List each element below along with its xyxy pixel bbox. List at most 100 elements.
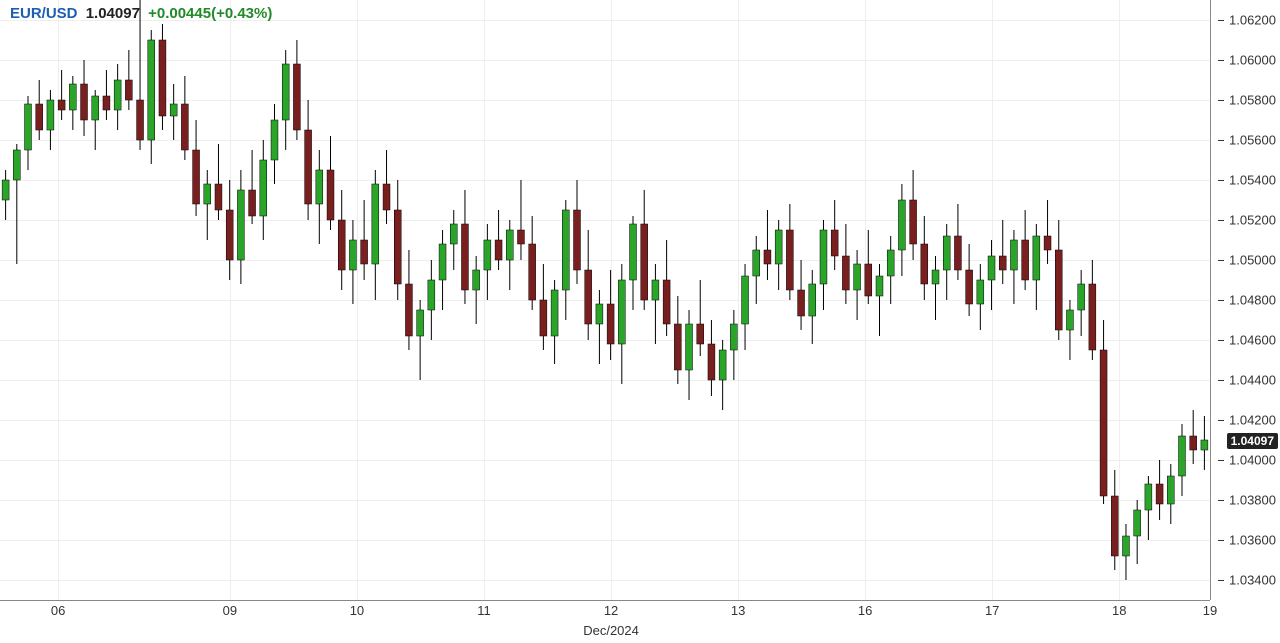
- candle-body[interactable]: [405, 284, 412, 336]
- candle-body[interactable]: [13, 150, 20, 180]
- candle-body[interactable]: [977, 280, 984, 304]
- candle-body[interactable]: [708, 344, 715, 380]
- candle-body[interactable]: [618, 280, 625, 344]
- candle-body[interactable]: [103, 96, 110, 110]
- candle-body[interactable]: [988, 256, 995, 280]
- candle-body[interactable]: [585, 270, 592, 324]
- candle-body[interactable]: [47, 100, 54, 130]
- candle-body[interactable]: [932, 270, 939, 284]
- candle-body[interactable]: [540, 300, 547, 336]
- candle-body[interactable]: [484, 240, 491, 270]
- candle-body[interactable]: [25, 104, 32, 150]
- candle-body[interactable]: [170, 104, 177, 116]
- candle-body[interactable]: [1066, 310, 1073, 330]
- candle-body[interactable]: [921, 244, 928, 284]
- candle-body[interactable]: [630, 224, 637, 280]
- candle-body[interactable]: [910, 200, 917, 244]
- candle-body[interactable]: [461, 224, 468, 290]
- candle-body[interactable]: [831, 230, 838, 256]
- candle-body[interactable]: [898, 200, 905, 250]
- candle-body[interactable]: [551, 290, 558, 336]
- candle-body[interactable]: [181, 104, 188, 150]
- candle-body[interactable]: [137, 100, 144, 140]
- candle-body[interactable]: [81, 84, 88, 120]
- candle-body[interactable]: [204, 184, 211, 204]
- candle-body[interactable]: [697, 324, 704, 344]
- candle-body[interactable]: [517, 230, 524, 244]
- candle-body[interactable]: [361, 240, 368, 264]
- candle-body[interactable]: [58, 100, 65, 110]
- candle-body[interactable]: [394, 210, 401, 284]
- candle-body[interactable]: [417, 310, 424, 336]
- candle-body[interactable]: [159, 40, 166, 116]
- candle-body[interactable]: [282, 64, 289, 120]
- candle-body[interactable]: [999, 256, 1006, 270]
- candlestick-plot[interactable]: [0, 0, 1210, 600]
- candle-body[interactable]: [148, 40, 155, 140]
- candle-body[interactable]: [753, 250, 760, 276]
- candle-body[interactable]: [1111, 496, 1118, 556]
- candle-body[interactable]: [383, 184, 390, 210]
- candle-body[interactable]: [2, 180, 9, 200]
- candle-body[interactable]: [439, 244, 446, 280]
- candle-body[interactable]: [854, 264, 861, 290]
- candle-body[interactable]: [574, 210, 581, 270]
- candle-body[interactable]: [954, 236, 961, 270]
- candle-body[interactable]: [1044, 236, 1051, 250]
- candle-body[interactable]: [1179, 436, 1186, 476]
- candle-body[interactable]: [730, 324, 737, 350]
- candle-body[interactable]: [1134, 510, 1141, 536]
- candle-body[interactable]: [92, 96, 99, 120]
- candle-body[interactable]: [1201, 440, 1208, 450]
- candle-body[interactable]: [260, 160, 267, 216]
- candle-body[interactable]: [1190, 436, 1197, 450]
- candle-body[interactable]: [327, 170, 334, 220]
- candle-body[interactable]: [193, 150, 200, 204]
- candle-body[interactable]: [1022, 240, 1029, 280]
- candle-body[interactable]: [1100, 350, 1107, 496]
- candle-body[interactable]: [686, 324, 693, 370]
- candle-body[interactable]: [719, 350, 726, 380]
- candle-body[interactable]: [495, 240, 502, 260]
- candle-body[interactable]: [237, 190, 244, 260]
- candle-body[interactable]: [305, 130, 312, 204]
- candle-body[interactable]: [562, 210, 569, 290]
- candle-body[interactable]: [842, 256, 849, 290]
- candle-body[interactable]: [786, 230, 793, 290]
- candle-body[interactable]: [596, 304, 603, 324]
- candle-body[interactable]: [1033, 236, 1040, 280]
- candle-body[interactable]: [663, 280, 670, 324]
- candle-body[interactable]: [271, 120, 278, 160]
- candle-body[interactable]: [652, 280, 659, 300]
- candle-body[interactable]: [1167, 476, 1174, 504]
- candle-body[interactable]: [1122, 536, 1129, 556]
- candle-body[interactable]: [215, 184, 222, 210]
- candle-body[interactable]: [372, 184, 379, 264]
- candle-body[interactable]: [775, 230, 782, 264]
- candle-body[interactable]: [1156, 484, 1163, 504]
- candle-body[interactable]: [316, 170, 323, 204]
- candle-body[interactable]: [641, 224, 648, 300]
- candle-body[interactable]: [943, 236, 950, 270]
- candle-body[interactable]: [473, 270, 480, 290]
- candle-body[interactable]: [798, 290, 805, 316]
- candle-body[interactable]: [674, 324, 681, 370]
- candle-body[interactable]: [1078, 284, 1085, 310]
- candle-body[interactable]: [36, 104, 43, 130]
- candle-body[interactable]: [1010, 240, 1017, 270]
- candle-body[interactable]: [349, 240, 356, 270]
- candle-body[interactable]: [529, 244, 536, 300]
- candle-body[interactable]: [1145, 484, 1152, 510]
- candle-body[interactable]: [293, 64, 300, 130]
- candle-body[interactable]: [125, 80, 132, 100]
- candle-body[interactable]: [865, 264, 872, 296]
- candle-body[interactable]: [114, 80, 121, 110]
- candle-body[interactable]: [506, 230, 513, 260]
- candle-body[interactable]: [1089, 284, 1096, 350]
- candle-body[interactable]: [69, 84, 76, 110]
- candle-body[interactable]: [809, 284, 816, 316]
- candle-body[interactable]: [876, 276, 883, 296]
- candle-body[interactable]: [338, 220, 345, 270]
- candle-body[interactable]: [742, 276, 749, 324]
- candle-body[interactable]: [450, 224, 457, 244]
